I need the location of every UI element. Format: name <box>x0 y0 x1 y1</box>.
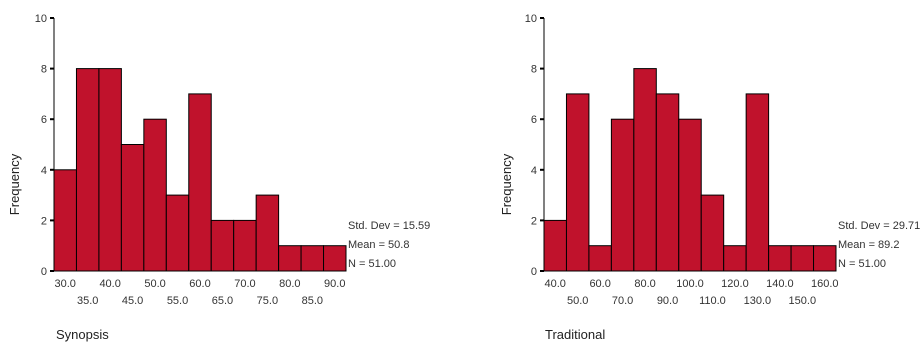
x-tick-label: 110.0 <box>699 295 726 307</box>
histogram-bar <box>53 169 77 272</box>
x-tick-label: 150.0 <box>789 295 817 307</box>
histogram-bar <box>723 245 747 272</box>
y-tick-label: 2 <box>41 215 47 227</box>
stat-line: Std. Dev = 15.59 <box>348 220 430 232</box>
histogram-bar <box>678 118 702 272</box>
x-tick-label: 85.0 <box>302 295 323 307</box>
histogram-bar <box>790 245 815 272</box>
y-tick-label: 10 <box>525 13 537 25</box>
x-tick-label: 55.0 <box>167 295 188 307</box>
y-tick-label: 0 <box>531 266 537 278</box>
x-tick-label: 50.0 <box>567 295 588 307</box>
histogram-bar <box>210 219 235 272</box>
histogram-bar <box>278 245 302 272</box>
x-tick-label: 90.0 <box>657 295 678 307</box>
x-tick-label: 120.0 <box>721 278 749 290</box>
x-tick-label: 160.0 <box>811 278 839 290</box>
histogram-bar <box>610 118 635 272</box>
x-tick-label: 70.0 <box>612 295 633 307</box>
histogram-panel-2: 0 2 4 6 8 10 40.050.060.070.080.090.0 100.0 110.… <box>499 13 920 342</box>
x-tick-label: 50.0 <box>144 278 165 290</box>
histogram-bar <box>120 144 145 272</box>
x-tick-label: 65.0 <box>212 295 233 307</box>
histogram-bar <box>768 245 792 272</box>
x-tick-label: 45.0 <box>122 295 143 307</box>
y-axis-label: Frequency <box>7 153 22 215</box>
y-tick-label: 6 <box>41 114 47 126</box>
histogram-bar <box>700 194 725 272</box>
stat-line: N = 51.00 <box>838 258 886 270</box>
x-tick-label: 100.0 <box>676 278 704 290</box>
x-tick-label: 40.0 <box>545 278 566 290</box>
histogram-bar <box>813 245 837 272</box>
x-tick-label: 60.0 <box>589 278 610 290</box>
histogram-bar <box>188 93 212 272</box>
x-tick-label: 80.0 <box>279 278 300 290</box>
x-tick-label: 80.0 <box>634 278 655 290</box>
y-axis-label: Frequency <box>499 153 514 215</box>
x-tick-label: 40.0 <box>99 278 120 290</box>
x-tick-label: 70.0 <box>234 278 255 290</box>
histogram-bar <box>588 245 612 272</box>
stat-line: Mean = 89.2 <box>838 239 899 251</box>
histogram-bar <box>98 68 122 272</box>
histogram-bar <box>143 118 167 272</box>
x-tick-label: 90.0 <box>324 278 345 290</box>
histogram-bar <box>633 68 657 272</box>
y-tick-label: 10 <box>35 13 47 25</box>
histogram-bar <box>75 68 100 272</box>
stat-line: N = 51.00 <box>348 258 396 270</box>
y-tick-label: 4 <box>41 165 47 177</box>
x-tick-label: 30.0 <box>55 278 76 290</box>
stat-line: Mean = 50.8 <box>348 239 409 251</box>
y-tick-label: 6 <box>531 114 537 126</box>
stat-line: Std. Dev = 29.71 <box>838 220 920 232</box>
histogram-bar <box>323 245 347 272</box>
y-tick-label: 8 <box>41 64 47 76</box>
y-tick-label: 2 <box>531 215 537 227</box>
x-tick-label: 140.0 <box>766 278 794 290</box>
x-axis-label: Synopsis <box>56 327 109 342</box>
histogram-bar <box>300 245 325 272</box>
y-tick-label: 4 <box>531 165 537 177</box>
histogram-bar <box>255 194 280 272</box>
histogram-bar <box>165 194 190 272</box>
histogram-bar <box>233 219 257 272</box>
histogram-bar <box>655 93 680 272</box>
histogram-bar <box>543 219 567 272</box>
x-tick-label: 60.0 <box>189 278 210 290</box>
y-tick-label: 8 <box>531 64 537 76</box>
x-tick-label: 75.0 <box>257 295 278 307</box>
x-axis-label: Traditional <box>545 327 605 342</box>
histogram-bar <box>745 93 770 272</box>
y-tick-label: 0 <box>41 266 47 278</box>
x-tick-label: 130.0 <box>744 295 772 307</box>
histogram-bar <box>565 93 590 272</box>
histogram-panel-1: 024681030.035.040.045.050.055.060.065.07… <box>7 13 430 342</box>
x-tick-label: 35.0 <box>77 295 98 307</box>
